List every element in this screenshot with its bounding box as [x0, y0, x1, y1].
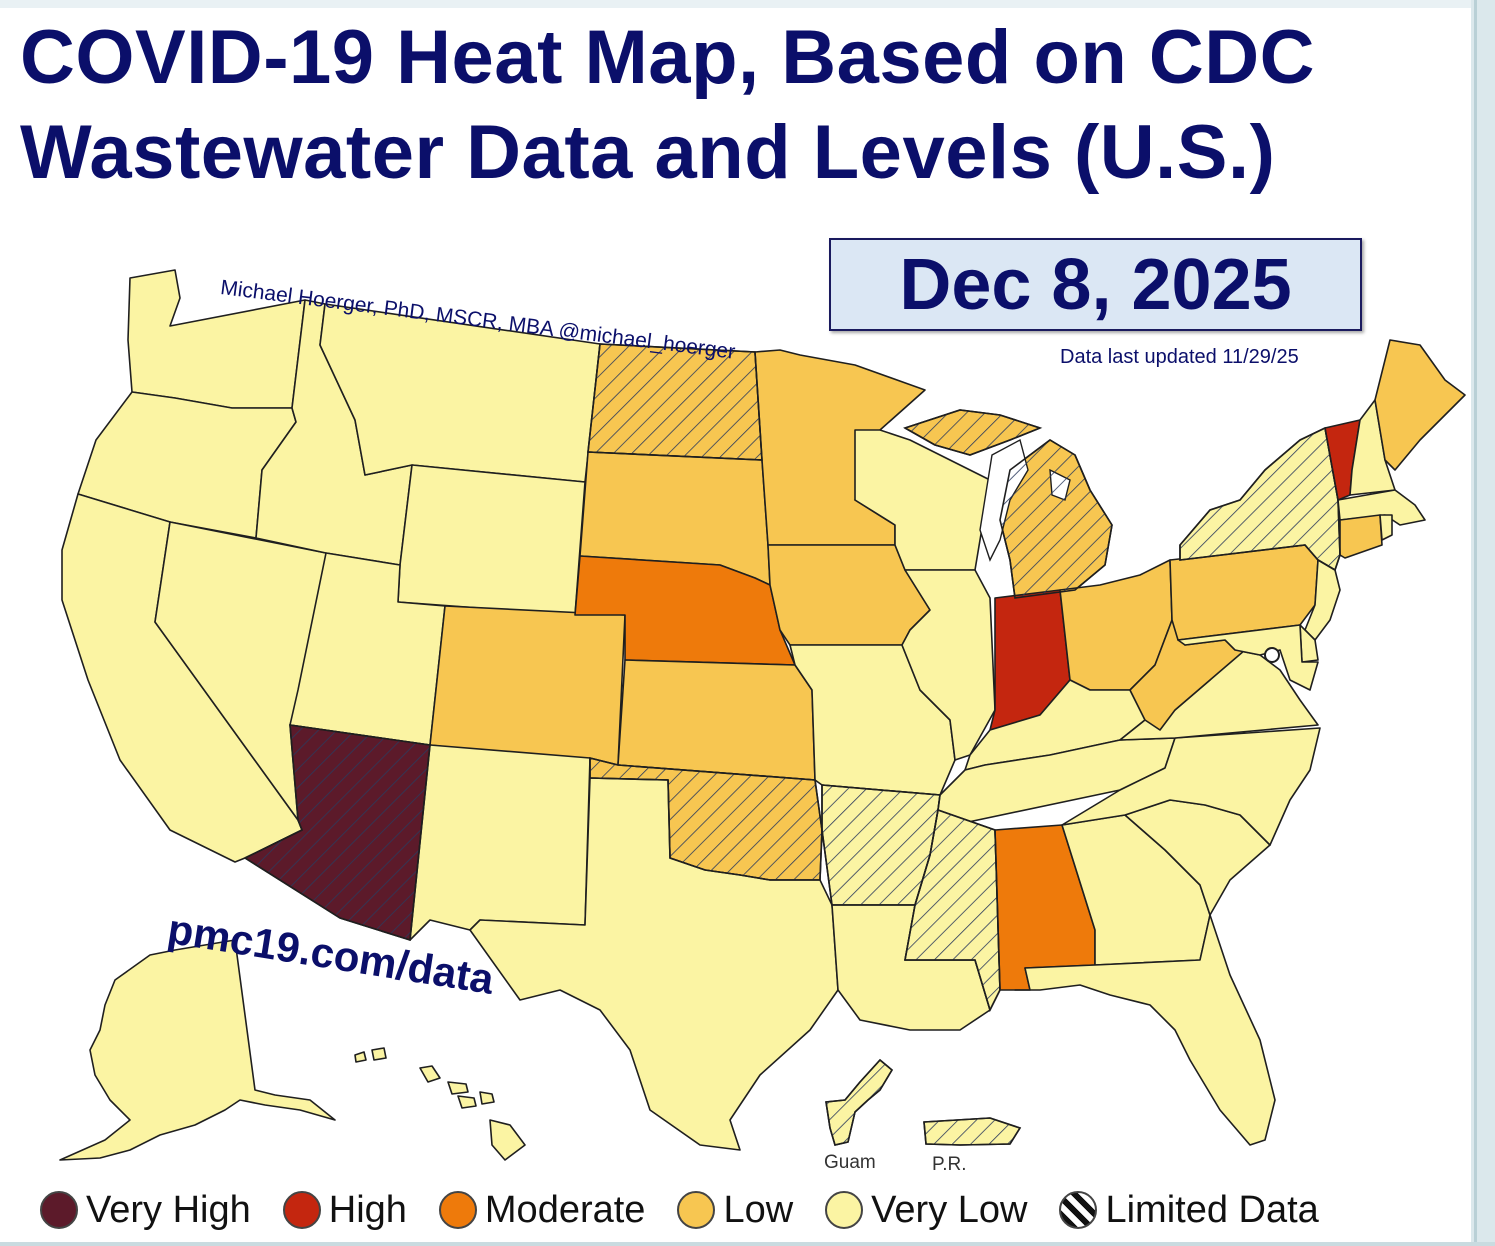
legend-item-low: Low: [677, 1189, 793, 1232]
state-nj[interactable]: [1304, 559, 1341, 641]
state-ne[interactable]: [574, 555, 796, 666]
state-ri[interactable]: [1379, 514, 1393, 541]
hatch-pr: [923, 1117, 1022, 1146]
legend-item-moderate: Moderate: [438, 1188, 646, 1232]
hatch-gu: [825, 1058, 894, 1146]
state-md[interactable]: [1177, 624, 1319, 691]
legend-swatch-limited-data: [1059, 1191, 1098, 1229]
state-nm[interactable]: [409, 744, 591, 941]
legend-label: High: [328, 1188, 407, 1231]
guam-label: Guam: [824, 1152, 876, 1173]
title-line-2: Wastewater Data and Levels (U.S.): [20, 110, 1276, 195]
legend-swatch-very-low: [825, 1191, 864, 1229]
legend-label: Moderate: [484, 1188, 646, 1231]
legend-item-very-low: Very Low: [825, 1189, 1027, 1232]
state-il[interactable]: [901, 569, 996, 761]
frame-right-edge: [1474, 0, 1477, 1246]
title-line-1: COVID-19 Heat Map, Based on CDC: [20, 15, 1316, 100]
legend-label: Limited Data: [1105, 1188, 1319, 1231]
legend: Very High High Moderate Low Very Low Lim…: [40, 1186, 1351, 1234]
state-me[interactable]: [1374, 339, 1466, 471]
limited-data-hatching: [243, 343, 1341, 1146]
hatch-ms: [904, 808, 1001, 1013]
legend-swatch-very-high: [40, 1191, 78, 1229]
dc-marker: [1264, 647, 1280, 663]
legend-label: Low: [723, 1188, 794, 1231]
legend-label: Very High: [86, 1188, 251, 1231]
state-wy[interactable]: [397, 464, 586, 616]
state-co[interactable]: [429, 605, 626, 766]
hatch-nd: [587, 343, 763, 461]
frame-bottom: [0, 1242, 1495, 1246]
legend-item-very-high: Very High: [40, 1189, 251, 1232]
legend-label: Very Low: [871, 1188, 1028, 1231]
legend-swatch-high: [282, 1191, 321, 1229]
legend-swatch-low: [677, 1191, 716, 1229]
hatch-mi: [903, 409, 1113, 599]
hatch-ok: [589, 756, 823, 881]
state-fl[interactable]: [1014, 914, 1276, 1146]
state-ct[interactable]: [1339, 514, 1383, 559]
legend-swatch-moderate: [438, 1191, 477, 1229]
state-ks[interactable]: [617, 659, 816, 781]
last-updated: Data last updated 11/29/25: [1060, 346, 1299, 368]
page-title: COVID-19 Heat Map, Based on CDC Wastewat…: [20, 10, 1440, 200]
date-box: Dec 8, 2025: [829, 238, 1362, 331]
hatch-az: [243, 724, 431, 942]
legend-item-limited-data: Limited Data: [1059, 1188, 1319, 1232]
state-hi[interactable]: [354, 1047, 526, 1161]
frame-top: [0, 0, 1495, 8]
legend-item-high: High: [282, 1188, 407, 1232]
pr-label: P.R.: [932, 1154, 967, 1175]
hatch-ny: [1179, 426, 1341, 572]
state-ak[interactable]: [59, 939, 336, 1161]
